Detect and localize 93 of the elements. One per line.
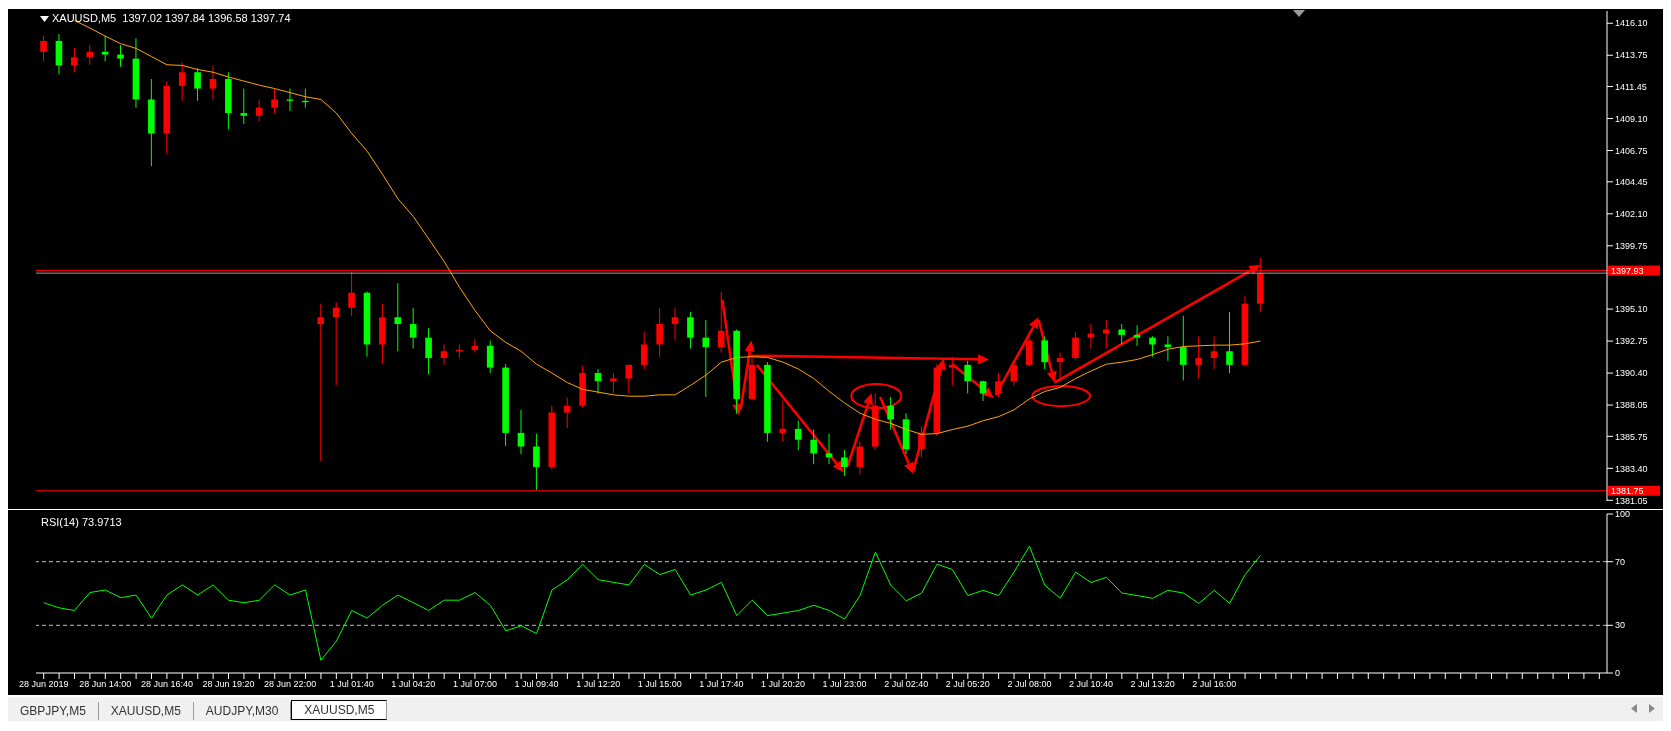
candlestick — [1226, 311, 1233, 374]
candlestick — [1179, 315, 1187, 382]
y-tick-label: 1383.40 — [1615, 463, 1648, 474]
candlestick — [841, 449, 848, 477]
y-tick-label: 1413.75 — [1615, 50, 1648, 61]
candlestick — [656, 307, 663, 358]
x-tick-label: 1 Jul 12:20 — [576, 679, 621, 690]
candlestick — [178, 62, 186, 102]
candlestick — [1164, 335, 1172, 362]
x-tick-label: 1 Jul 09:40 — [514, 679, 559, 690]
candlestick — [271, 88, 278, 114]
candlestick — [71, 47, 78, 73]
x-tick-label: 28 Jun 2019 — [18, 679, 69, 690]
y-tick-label: 1399.75 — [1615, 240, 1648, 251]
candlestick — [486, 339, 494, 374]
candlestick — [209, 64, 217, 100]
text: GBPJPY,M5 — [8, 702, 99, 720]
candlestick — [1149, 335, 1156, 358]
candlestick — [1210, 335, 1218, 370]
x-tick-label: 28 Jun 19:20 — [202, 679, 255, 690]
candlestick — [1041, 335, 1048, 370]
y-tick-label: 1409.10 — [1615, 113, 1648, 124]
candlestick — [101, 35, 109, 62]
candlestick — [640, 331, 648, 370]
candlestick — [117, 44, 124, 68]
candlestick — [517, 409, 525, 455]
x-tick-label: 1 Jul 01:40 — [329, 679, 374, 690]
candlestick — [810, 429, 817, 465]
text: XAUUSD,M5 — [98, 702, 194, 720]
x-tick-label: 28 Jun 16:40 — [140, 679, 193, 690]
candlestick — [1133, 324, 1141, 347]
y-tick-label: 1381.05 — [1615, 495, 1648, 506]
y-tick-label: 1416.10 — [1615, 18, 1648, 29]
candlestick — [887, 396, 894, 431]
text: XAUUSD,M5 — [291, 700, 388, 720]
candlestick — [671, 307, 679, 341]
candlestick — [533, 433, 540, 491]
chart-title: XAUUSD,M5 1397.02 1397.84 1396.58 1397.74 — [52, 12, 291, 24]
x-tick-label: 1 Jul 15:00 — [637, 679, 682, 690]
x-tick-label: 1 Jul 04:20 — [391, 679, 436, 690]
y-tick-label: 1411.45 — [1615, 81, 1647, 92]
candlestick — [964, 360, 971, 394]
candlestick — [425, 327, 432, 375]
candlestick — [1195, 335, 1202, 379]
candlestick — [1072, 331, 1079, 360]
y-tick-label: 100 — [1615, 509, 1631, 520]
x-tick-label: 1 Jul 20:20 — [760, 679, 806, 690]
y-tick-label: 1388.05 — [1615, 400, 1648, 411]
y-tick-label: 1392.75 — [1615, 336, 1648, 347]
candlestick — [440, 343, 448, 366]
candlestick — [286, 88, 294, 112]
candlestick — [394, 282, 402, 352]
ref-line-label: 1381.75 — [1611, 486, 1644, 497]
x-tick-label: 1 Jul 07:00 — [452, 679, 497, 690]
x-tick-label: 28 Jun 14:00 — [79, 679, 132, 690]
chart-title: RSI(14) 73.9713 — [41, 516, 122, 528]
candlestick — [625, 364, 633, 394]
x-tick-label: 2 Jul 16:00 — [1192, 679, 1237, 690]
ref-line-label: 1397.93 — [1611, 266, 1644, 277]
x-tick-label: 1 Jul 17:40 — [699, 679, 744, 690]
candlestick — [240, 88, 248, 125]
candlestick — [409, 307, 417, 350]
candlestick — [995, 372, 1002, 398]
candlestick — [948, 356, 956, 386]
candlestick — [40, 35, 47, 62]
candlestick — [918, 425, 925, 458]
y-tick-label: 1395.10 — [1615, 304, 1648, 315]
candlestick — [794, 420, 802, 451]
candlestick — [194, 67, 201, 102]
y-tick-label: 1402.10 — [1615, 209, 1648, 219]
x-tick-label: 2 Jul 13:20 — [1130, 679, 1175, 690]
candlestick — [317, 303, 325, 463]
x-tick-label: 28 Jun 22:00 — [264, 679, 317, 690]
candlestick — [563, 397, 571, 429]
x-tick-label: 2 Jul 05:20 — [945, 679, 990, 690]
x-tick-label: 2 Jul 08:00 — [1007, 679, 1052, 690]
candlestick — [1102, 319, 1110, 350]
candlestick — [86, 44, 94, 66]
y-tick-label: 1390.40 — [1615, 368, 1648, 379]
y-tick-label: 1385.75 — [1615, 431, 1648, 442]
x-tick-label: 2 Jul 02:40 — [884, 679, 929, 690]
candlestick — [687, 311, 694, 350]
x-tick-label: 2 Jul 10:40 — [1069, 679, 1114, 690]
line-series — [43, 545, 1261, 661]
y-tick-label: 70 — [1615, 556, 1626, 567]
text: AUDJPY,M30 — [193, 702, 292, 720]
y-tick-label: 1406.75 — [1615, 145, 1648, 156]
candlestick — [1118, 323, 1125, 345]
candlestick — [717, 291, 725, 354]
y-tick-label: 1404.45 — [1615, 177, 1648, 188]
y-tick-label: 0 — [1615, 668, 1621, 679]
y-tick-label: 30 — [1615, 620, 1626, 631]
x-tick-label: 1 Jul 23:00 — [822, 679, 867, 690]
